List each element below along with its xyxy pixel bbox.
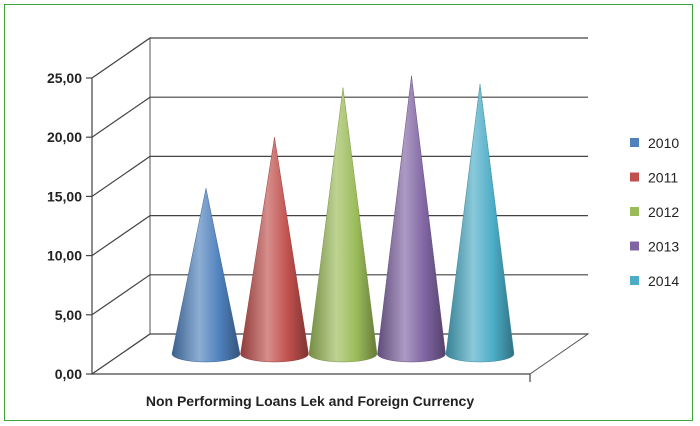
y-tick-label: 0,00 xyxy=(55,366,82,382)
gridline xyxy=(91,274,588,316)
y-tick-label: 20,00 xyxy=(47,129,82,145)
gridline xyxy=(91,215,588,257)
gridline xyxy=(91,96,588,138)
legend-swatch-2014 xyxy=(630,276,639,285)
gridline xyxy=(91,37,588,79)
legend-swatch-2011 xyxy=(630,172,639,182)
y-tick-label: 10,00 xyxy=(47,248,82,264)
y-tick-label: 25,00 xyxy=(47,70,82,86)
cones xyxy=(171,75,515,363)
legend-label-2013: 2013 xyxy=(648,239,679,255)
cone-2013 xyxy=(377,75,446,363)
cone-2014 xyxy=(445,84,515,363)
legend-swatch-2010 xyxy=(630,138,639,147)
x-axis-category-label: Non Performing Loans Lek and Foreign Cur… xyxy=(146,393,474,409)
y-tick-label: 5,00 xyxy=(55,307,82,323)
gridlines xyxy=(86,37,588,382)
side-wall xyxy=(91,37,151,375)
y-axis-ticks: 0,00 5,00 10,00 15,00 20,00 25,00 xyxy=(47,70,82,382)
y-tick-label: 15,00 xyxy=(47,188,82,204)
legend-label-2010: 2010 xyxy=(648,135,679,151)
legend-swatch-2013 xyxy=(630,241,639,251)
legend: 2010 2011 2012 2013 2014 xyxy=(630,135,679,289)
cone-2010 xyxy=(171,188,241,363)
legend-label-2011: 2011 xyxy=(648,170,678,186)
cone-2012 xyxy=(308,87,378,363)
legend-swatch-2012 xyxy=(630,207,639,216)
gridline xyxy=(91,155,588,197)
cone-2011 xyxy=(240,137,309,363)
legend-label-2012: 2012 xyxy=(648,204,679,220)
legend-label-2014: 2014 xyxy=(648,273,679,289)
